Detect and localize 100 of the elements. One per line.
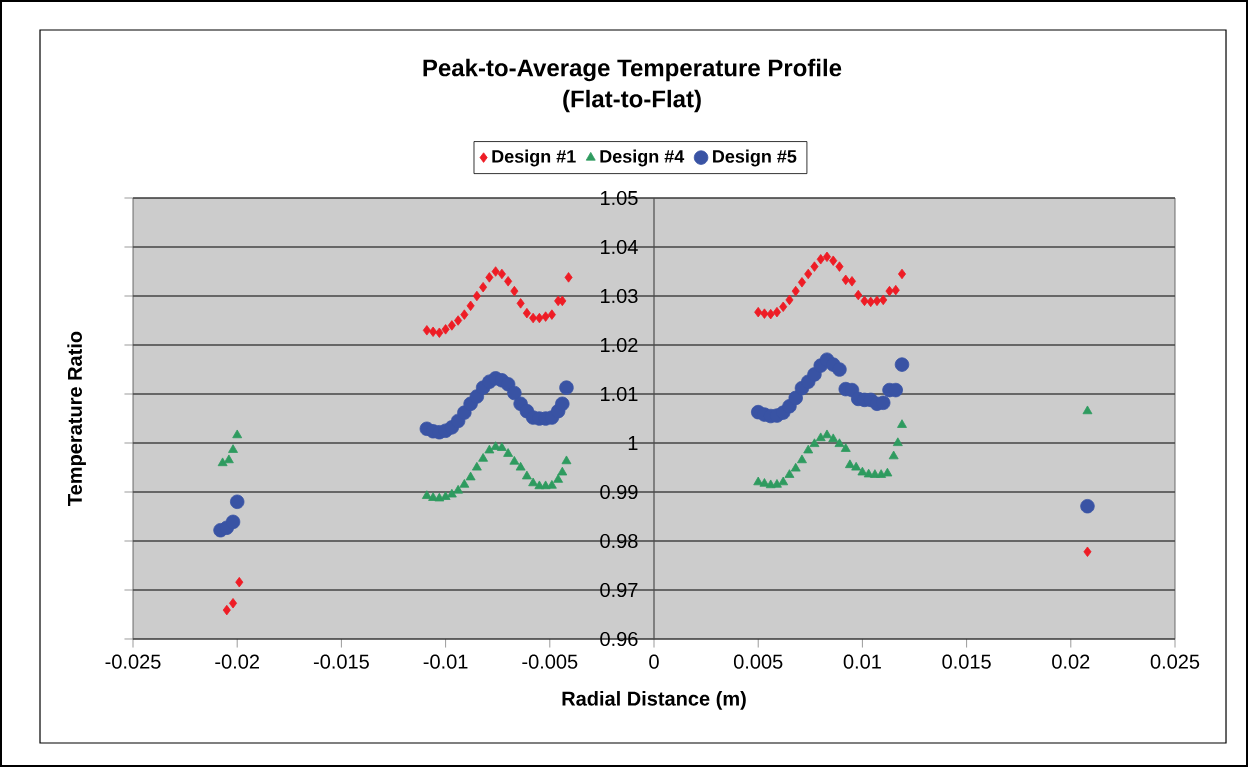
legend-label: Design #5: [713, 149, 797, 167]
x-tick-label: -0.02: [215, 654, 259, 669]
point: [559, 380, 574, 395]
point: [521, 470, 532, 480]
point: [810, 261, 819, 272]
point: [541, 311, 550, 322]
point: [804, 268, 813, 280]
y-tick-label: 1.03: [601, 288, 638, 304]
point: [772, 479, 782, 488]
point: [557, 466, 568, 476]
point: [223, 454, 234, 464]
x-tick-label: -0.025: [105, 654, 161, 669]
point: [790, 462, 801, 472]
point: [860, 295, 869, 307]
point: [772, 306, 781, 318]
x-tick-label: 0.005: [733, 654, 783, 669]
point: [778, 476, 789, 486]
point: [866, 296, 875, 308]
legend-label: Design #4: [600, 149, 685, 167]
point: [872, 295, 881, 307]
point: [828, 433, 839, 443]
point: [504, 276, 513, 287]
point: [491, 266, 500, 277]
point: [507, 385, 522, 401]
point: [509, 456, 520, 465]
point: [885, 285, 894, 297]
point: [564, 272, 573, 283]
x-tick-label: 0.01: [843, 654, 881, 669]
chart-subtitle: (Flat-to-Flat): [563, 89, 701, 113]
point: [797, 454, 807, 464]
point: [1080, 499, 1095, 514]
point: [479, 281, 488, 293]
point: [485, 272, 494, 283]
point: [230, 494, 245, 509]
point: [535, 312, 544, 324]
chart-title: Peak-to-Average Temperature Profile: [423, 58, 842, 82]
point: [225, 514, 241, 530]
point: [453, 484, 464, 494]
point: [547, 309, 556, 320]
point: [822, 251, 831, 263]
point: [515, 461, 526, 471]
point: [882, 467, 893, 477]
point: [217, 457, 228, 467]
point: [832, 362, 847, 377]
point: [892, 437, 903, 447]
x-tick-label: 0: [649, 654, 659, 669]
x-axis-title: Radial Distance (m): [562, 691, 746, 710]
y-tick-label: 1: [628, 436, 638, 450]
point: [785, 294, 794, 306]
point: [522, 307, 531, 319]
x-tick-label: 0.02: [1052, 654, 1090, 669]
point: [815, 432, 826, 442]
point: [834, 438, 845, 447]
point: [228, 444, 238, 453]
point: [894, 357, 910, 372]
point: [854, 289, 863, 301]
point: [840, 443, 851, 452]
point: [803, 444, 814, 454]
point: [891, 284, 900, 296]
x-tick-label: -0.015: [313, 654, 369, 669]
point: [466, 300, 475, 311]
point: [546, 480, 557, 489]
y-tick-label: 1.01: [601, 386, 638, 402]
point: [229, 598, 238, 609]
point: [465, 471, 476, 481]
point: [510, 285, 519, 297]
y-tick-label: 1.04: [601, 239, 638, 255]
y-tick-label: 0.99: [600, 484, 638, 500]
y-tick-label: 1.02: [601, 337, 638, 353]
point: [528, 477, 539, 487]
point: [816, 254, 825, 265]
point: [429, 326, 438, 337]
y-axis-title: Temperature Ratio: [67, 331, 86, 506]
point: [876, 395, 891, 411]
point: [447, 320, 456, 331]
point: [857, 466, 868, 476]
point: [529, 312, 538, 324]
point: [422, 325, 431, 336]
point: [1082, 405, 1093, 415]
y-tick-label: 0.97: [600, 582, 638, 598]
point: [454, 315, 463, 326]
point: [797, 277, 806, 288]
point: [754, 306, 763, 318]
point: [235, 576, 244, 588]
point: [847, 276, 856, 287]
point: [835, 261, 844, 272]
point: [232, 429, 243, 439]
point: [879, 294, 888, 306]
point: [888, 450, 899, 460]
point: [484, 444, 495, 454]
point: [460, 309, 469, 320]
point: [222, 604, 231, 616]
x-tick-label: 0.025: [1150, 654, 1200, 669]
x-tick-label: -0.01: [423, 654, 468, 669]
point: [555, 396, 570, 411]
point: [421, 490, 432, 499]
point: [561, 455, 572, 465]
point: [459, 479, 470, 488]
point: [784, 469, 795, 478]
point: [779, 301, 788, 312]
